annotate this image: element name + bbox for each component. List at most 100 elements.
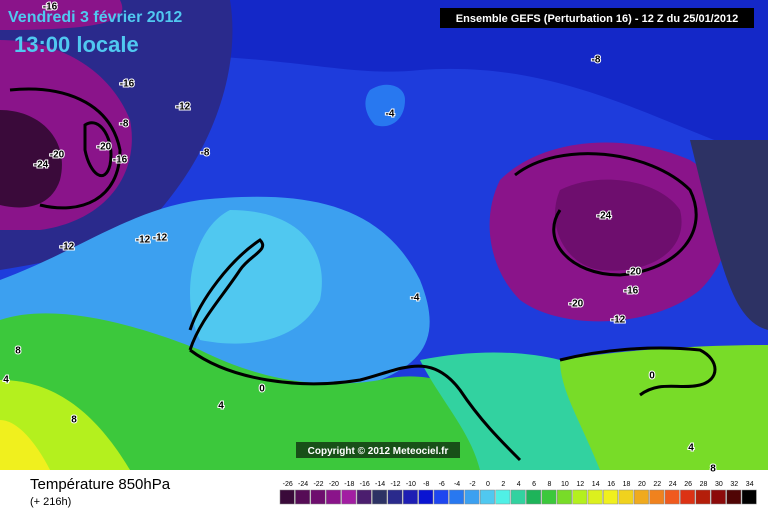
colorbar-label: -20 [329, 481, 339, 488]
contour-label: -4 [386, 109, 395, 120]
colorbar-label: -16 [360, 481, 370, 488]
colorbar-label: 18 [623, 481, 631, 488]
colorbar-label: -22 [313, 481, 323, 488]
contour-label: -12 [176, 102, 191, 113]
colorbar-label: 32 [730, 481, 738, 488]
contour-label: 8 [15, 346, 21, 357]
colorbar-label: -2 [469, 481, 475, 488]
legend-title: Température 850hPa [30, 476, 171, 493]
colorbar-label: 22 [653, 481, 661, 488]
colorbar-swatch [341, 489, 357, 505]
contour-label: -12 [60, 242, 75, 253]
contour-label: 4 [218, 401, 224, 412]
contour-label: -12 [136, 235, 151, 246]
date: Vendredi 3 février 2012 [8, 9, 182, 26]
colorbar-label: -4 [454, 481, 460, 488]
colorbar-swatch [479, 489, 495, 505]
colorbar-swatch [649, 489, 665, 505]
colorbar-label: -14 [375, 481, 385, 488]
colorbar-swatch [310, 489, 326, 505]
colorbar-label: 6 [532, 481, 536, 488]
colorbar-swatch [464, 489, 480, 505]
contour-label: -12 [611, 315, 626, 326]
contour-label: -8 [120, 119, 129, 130]
colorbar-label: 16 [607, 481, 615, 488]
colorbar-swatch [587, 489, 603, 505]
colorbar-swatch [618, 489, 634, 505]
colorbar-swatch [325, 489, 341, 505]
colorbar-swatch [541, 489, 557, 505]
colorbar-swatch [402, 489, 418, 505]
colorbar-label: 14 [592, 481, 600, 488]
contour-label: -16 [43, 2, 58, 13]
colorbar-swatch [495, 489, 511, 505]
copyright-box [296, 442, 460, 458]
colorbar-swatch [526, 489, 542, 505]
contour-label: 0 [259, 384, 265, 395]
colorbar-swatch [449, 489, 465, 505]
colorbar-swatch [295, 489, 311, 505]
colorbar-label: 20 [638, 481, 646, 488]
colorbar-label: -6 [439, 481, 445, 488]
contour-label: -20 [627, 267, 642, 278]
colorbar-label: 26 [684, 481, 692, 488]
colorbar-label: 24 [669, 481, 677, 488]
colorbar-label: 28 [700, 481, 708, 488]
colorbar-label: -26 [283, 481, 293, 488]
contour-label: -20 [569, 299, 584, 310]
contour-label: -4 [411, 293, 420, 304]
colorbar-label: 34 [746, 481, 754, 488]
colorbar-swatch [433, 489, 449, 505]
contour-label: -20 [50, 150, 65, 161]
colorbar-label: -24 [298, 481, 308, 488]
colorbar-swatch [387, 489, 403, 505]
copyright: Copyright © 2012 Meteociel.fr [308, 446, 449, 457]
contour-label: -24 [597, 211, 612, 222]
colorbar-swatch [741, 489, 757, 505]
colorbar-label: 0 [486, 481, 490, 488]
colorbar-swatch [372, 489, 388, 505]
colorbar-label: 12 [576, 481, 584, 488]
colorbar-swatch [680, 489, 696, 505]
colorbar-label: -8 [423, 481, 429, 488]
colorbar-swatch [710, 489, 726, 505]
colorbar-label: -12 [390, 481, 400, 488]
colorbar: -26 -24 -22 -20 -18 -16 -14 -12 -10 -8 -6 -4 -2 0 2 4 6 8… [279, 481, 757, 505]
contour-label: 0 [649, 371, 655, 382]
legend-subtitle: (+ 216h) [30, 496, 71, 508]
contour-label: 8 [71, 415, 77, 426]
colorbar-swatch [279, 489, 295, 505]
colorbar-label: -10 [406, 481, 416, 488]
contour-label: 8 [710, 464, 716, 475]
colorbar-label: 30 [715, 481, 723, 488]
contour-label: 4 [688, 443, 694, 454]
colorbar-label: 10 [561, 481, 569, 488]
contour-label: -16 [624, 286, 639, 297]
time: 13:00 locale [14, 32, 139, 57]
contour-label: -8 [201, 148, 210, 159]
model: Ensemble GEFS (Perturbation 16) - 12 Z d… [456, 13, 738, 25]
colorbar-label: 2 [501, 481, 505, 488]
contour-label: -20 [97, 142, 112, 153]
colorbar-swatch [726, 489, 742, 505]
map: -16-16-12-8-20-16-24-20 -8-12-12 -12-8-4-2… [0, 0, 768, 476]
colorbar-swatch [556, 489, 572, 505]
colorbar-swatch [664, 489, 680, 505]
contour-label: 4 [3, 375, 9, 386]
colorbar-label: 8 [548, 481, 552, 488]
contour-label: -12 [153, 233, 168, 244]
colorbar-label: 4 [517, 481, 521, 488]
colorbar-swatch [572, 489, 588, 505]
contour-label: -8 [592, 55, 601, 66]
colorbar-swatch [356, 489, 372, 505]
contour-label: -16 [120, 79, 135, 90]
colorbar-swatch [603, 489, 619, 505]
contour-label: -16 [113, 155, 128, 166]
colorbar-swatch [695, 489, 711, 505]
colorbar-swatch [418, 489, 434, 505]
colorbar-swatch [633, 489, 649, 505]
colorbar-swatch [510, 489, 526, 505]
contour-label: -24 [34, 160, 49, 171]
model-box [440, 8, 754, 28]
